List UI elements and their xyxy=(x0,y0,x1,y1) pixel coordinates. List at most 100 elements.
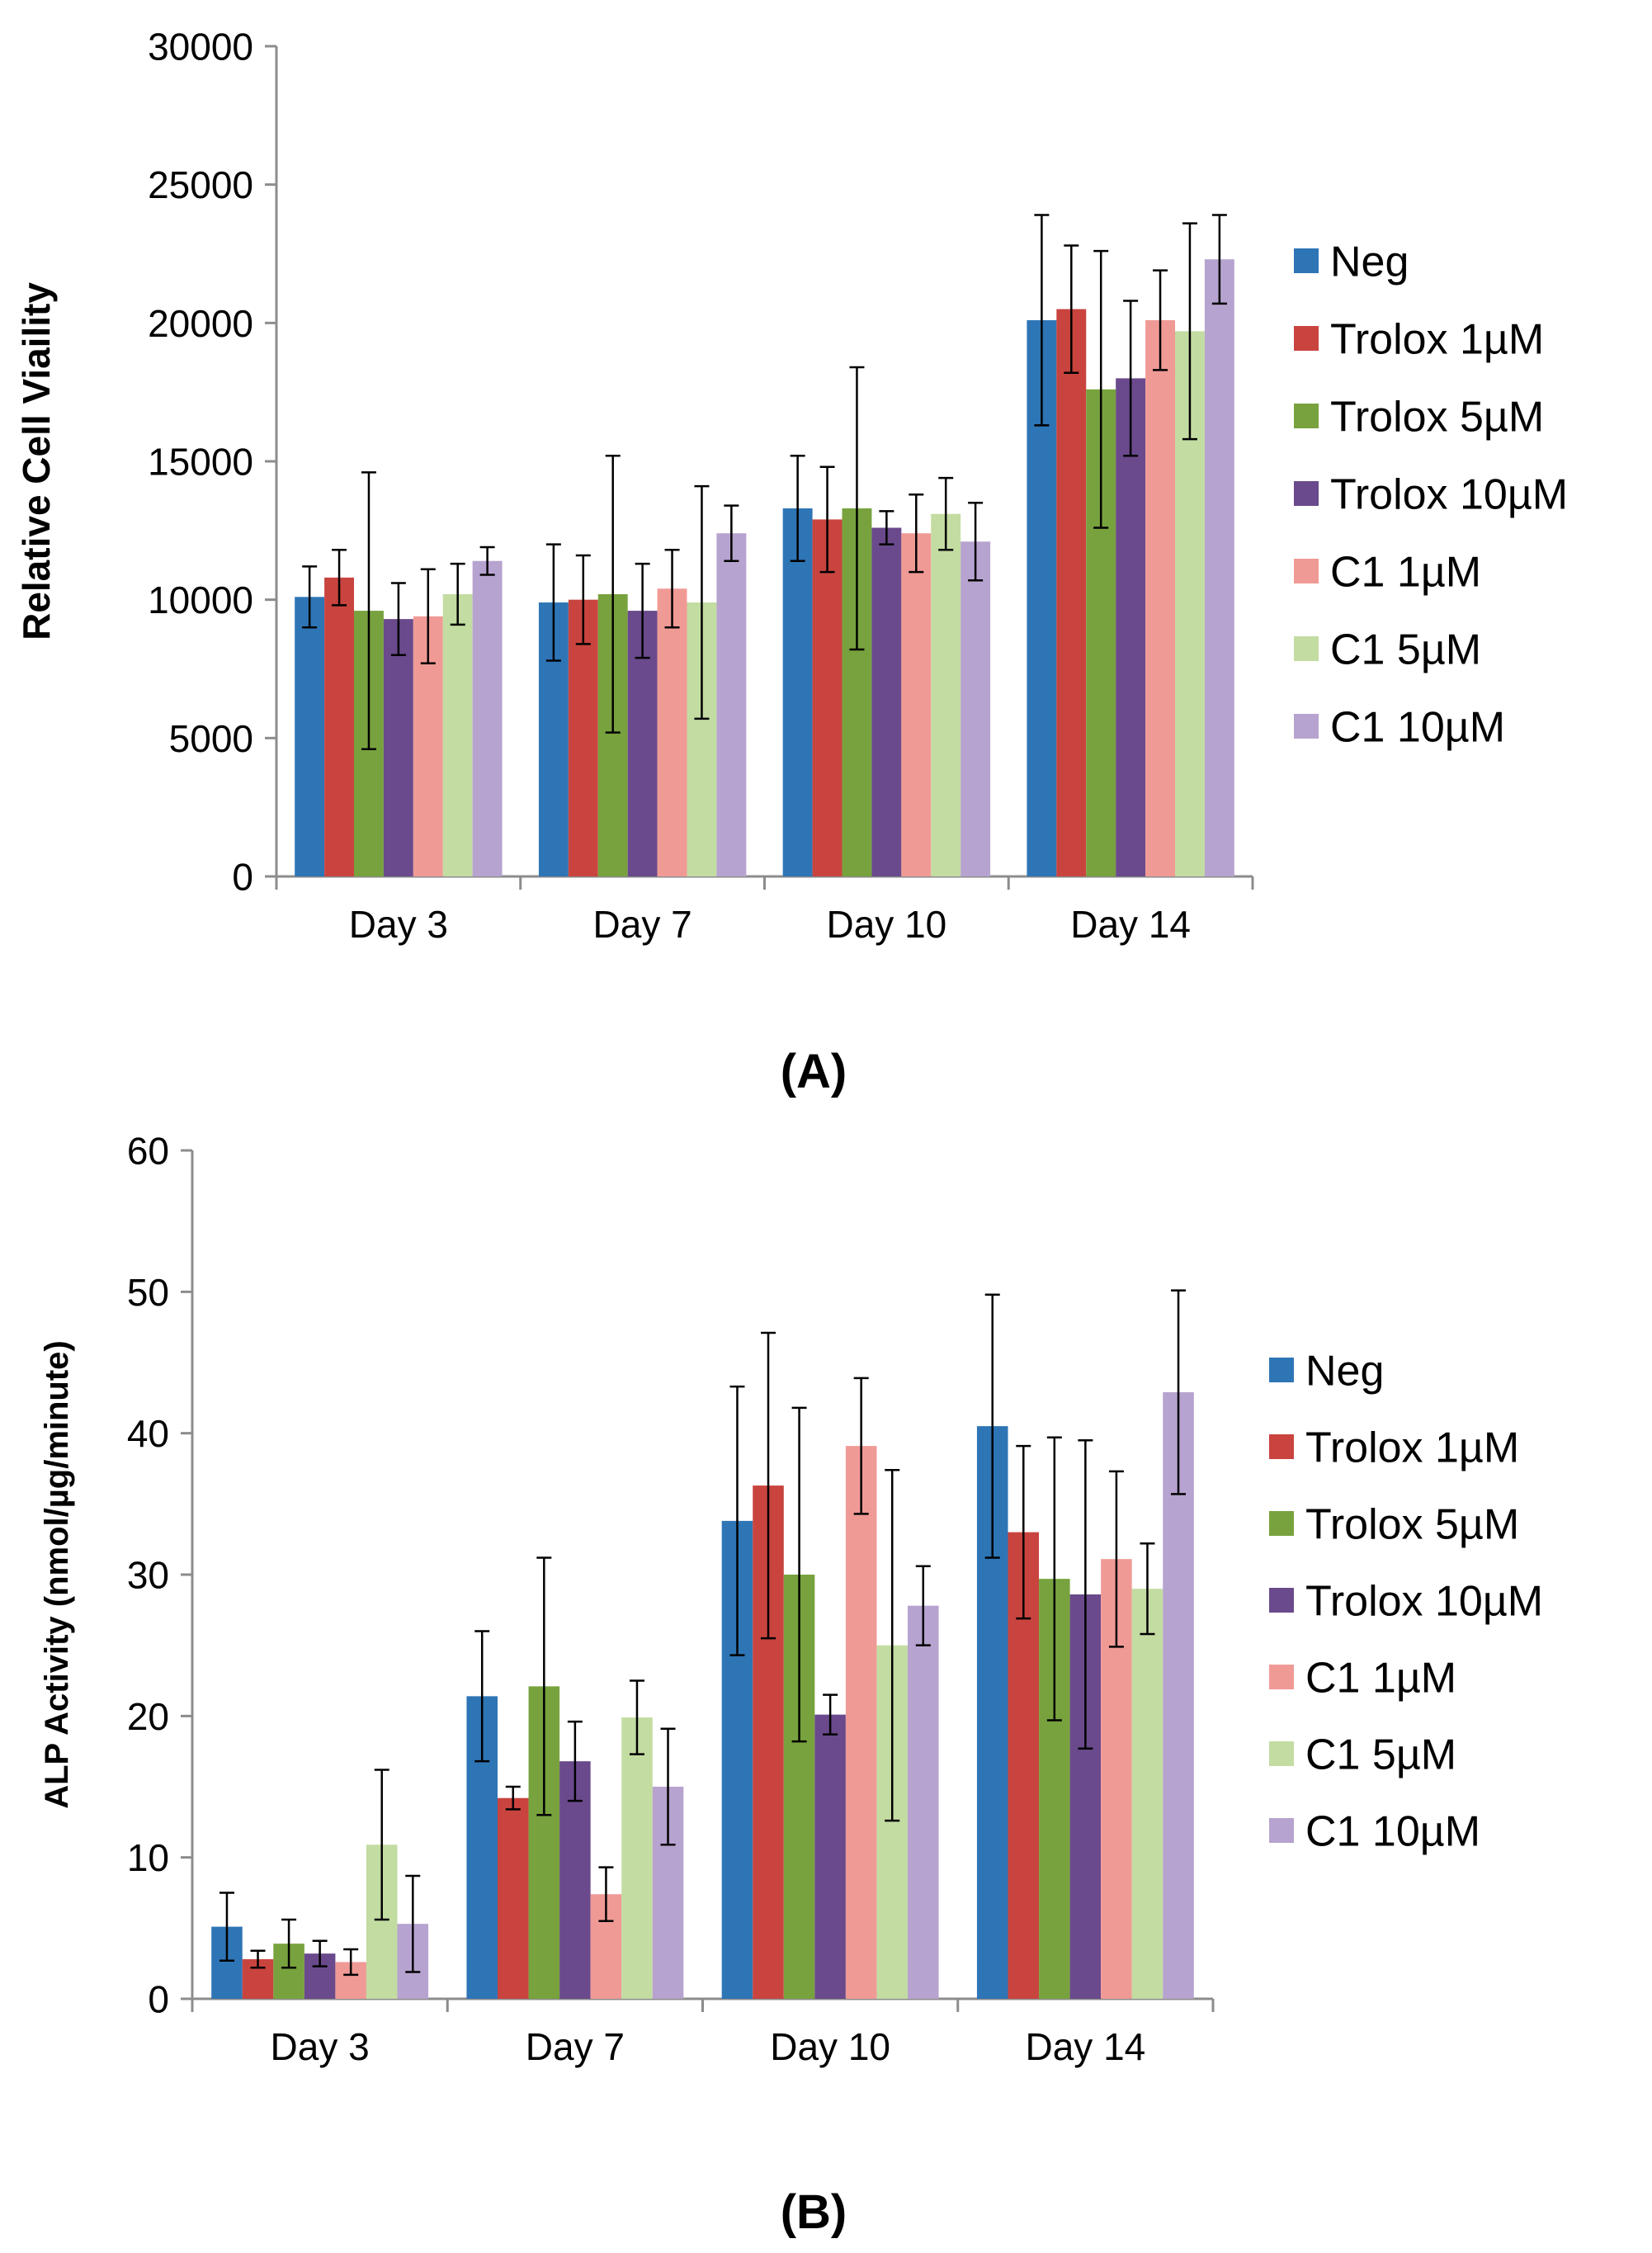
chart-a-bar-trolox-1um-day-3 xyxy=(324,577,355,876)
chart-b-error-bar-neg-day-10 xyxy=(729,1385,745,1656)
chart-a-legend-swatch-c1-10um xyxy=(1294,714,1319,739)
chart-a-bar-c1-1um-day-10 xyxy=(901,533,932,876)
chart-b-legend-label-trolox-5um: Trolox 5µM xyxy=(1305,1501,1519,1549)
chart-a-bar-trolox-1um-day-7 xyxy=(568,599,598,876)
chart-a-legend-swatch-trolox-1um xyxy=(1294,326,1319,351)
chart-a-bar-c1-5um-day-3 xyxy=(442,593,473,876)
chart-b-category-label: Day 10 xyxy=(770,2025,890,2068)
chart-b-error-bar-trolox-1um-day-7 xyxy=(505,1785,521,1811)
chart-a-y-tick-label: 25000 xyxy=(148,163,253,206)
chart-b-error-bar-trolox-5um-day-3 xyxy=(281,1918,297,1969)
chart-b-error-bar-c1-1um-day-3 xyxy=(343,1948,359,1977)
chart-a-legend-label-c1-1um: C1 1µM xyxy=(1330,549,1481,597)
chart-a-error-bar-trolox-5um-day-3 xyxy=(361,471,376,750)
chart-a-error-bar-c1-5um-day-14 xyxy=(1182,222,1197,441)
chart-a-category-label: Day 3 xyxy=(349,903,448,946)
chart-b-error-bar-c1-10um-day-14 xyxy=(1171,1289,1187,1495)
chart-a-bar-c1-10um-day-7 xyxy=(716,533,747,876)
chart-b-category-label: Day 3 xyxy=(271,2025,370,2068)
chart-a-legend-swatch-trolox-10um xyxy=(1294,481,1319,506)
chart-a-legend-label-trolox-5um: Trolox 5µM xyxy=(1330,394,1544,442)
chart-b-y-axis-title: ALP Activity (nmol/µg/minute) xyxy=(39,1340,75,1809)
chart-a-y-tick-label: 5000 xyxy=(169,717,253,760)
chart-b-y-tick-label: 60 xyxy=(127,1130,169,1173)
chart-a-error-bar-trolox-1um-day-3 xyxy=(332,549,347,607)
chart-a-legend-label-neg: Neg xyxy=(1330,239,1409,286)
chart-a-bar-c1-1um-day-14 xyxy=(1145,319,1175,877)
chart-b-y-tick-label: 30 xyxy=(127,1554,169,1597)
chart-b-error-bar-trolox-5um-day-7 xyxy=(536,1556,552,1816)
chart-b-error-bar-trolox-10um-day-3 xyxy=(312,1939,328,1967)
chart-b-error-bar-c1-1um-day-10 xyxy=(853,1377,869,1515)
chart-a-error-bar-trolox-10um-day-3 xyxy=(390,582,406,656)
chart-a-bar-c1-10um-day-3 xyxy=(472,560,503,876)
chart-b-error-bar-c1-10um-day-7 xyxy=(660,1727,676,1846)
chart-b-category-label: Day 7 xyxy=(526,2025,625,2068)
chart-b-legend-label-c1-10um: C1 10µM xyxy=(1305,1808,1480,1856)
chart-a-category-label: Day 10 xyxy=(827,903,947,946)
chart-a-legend-swatch-neg xyxy=(1294,248,1319,273)
chart-a-category-label: Day 7 xyxy=(593,903,692,946)
chart-a-bar-trolox-10um-day-3 xyxy=(383,619,413,876)
chart-a-error-bar-c1-10um-day-10 xyxy=(968,502,984,582)
chart-b-error-bar-trolox-5um-day-10 xyxy=(791,1406,807,1743)
chart-b-category-label: Day 14 xyxy=(1026,2025,1146,2068)
chart-a-y-tick-label: 10000 xyxy=(148,579,253,621)
chart-a-bar-c1-10um-day-10 xyxy=(961,541,991,876)
chart-b-error-bar-c1-5um-day-10 xyxy=(885,1468,900,1822)
chart-a-viability: 0 5000 10000 15000 20000 25000 30000 Day 3 Day 7… xyxy=(15,26,1568,946)
chart-b-error-bar-trolox-10um-day-14 xyxy=(1078,1438,1093,1750)
chart-a-legend-label-c1-10um: C1 10µM xyxy=(1330,704,1505,752)
chart-b-bar-c1-5um-day-14 xyxy=(1131,1589,1163,1999)
chart-b-legend-swatch-trolox-5um xyxy=(1269,1511,1294,1536)
chart-a-legend-swatch-c1-5um xyxy=(1294,636,1319,661)
chart-a-error-bar-c1-5um-day-10 xyxy=(938,476,954,551)
chart-a-error-bar-trolox-5um-day-14 xyxy=(1093,249,1109,529)
chart-b-bar-trolox-1um-day-7 xyxy=(497,1797,529,1999)
chart-a-bar-c1-1um-day-7 xyxy=(657,588,687,876)
chart-b-error-bar-trolox-1um-day-10 xyxy=(761,1331,776,1640)
chart-b-legend-label-trolox-10um: Trolox 10µM xyxy=(1305,1578,1543,1626)
chart-a-legend-swatch-trolox-5um xyxy=(1294,404,1319,428)
chart-b-legend-swatch-c1-1um xyxy=(1269,1665,1294,1689)
chart-a-error-bar-c1-1um-day-14 xyxy=(1153,269,1168,371)
chart-b-bar-c1-5um-day-7 xyxy=(621,1717,653,1999)
chart-a-error-bar-neg-day-10 xyxy=(790,455,805,562)
chart-b-error-bar-trolox-10um-day-10 xyxy=(823,1693,838,1736)
chart-a-error-bar-c1-1um-day-10 xyxy=(909,493,924,574)
chart-b-error-bar-c1-1um-day-14 xyxy=(1108,1470,1124,1648)
chart-a-error-bar-c1-5um-day-7 xyxy=(694,484,710,720)
chart-a-bar-trolox-10um-day-10 xyxy=(871,527,902,876)
chart-a-error-bar-neg-day-14 xyxy=(1034,214,1050,427)
chart-a-y-tick-label: 20000 xyxy=(148,302,253,345)
chart-a-bar-trolox-10um-day-14 xyxy=(1116,378,1146,876)
chart-b-y-tick-label: 50 xyxy=(127,1271,169,1314)
chart-a-error-bar-c1-10um-day-3 xyxy=(479,546,495,576)
chart-b-legend-label-c1-1um: C1 1µM xyxy=(1305,1655,1456,1703)
chart-b-legend-label-trolox-1um: Trolox 1µM xyxy=(1305,1424,1519,1472)
chart-a-error-bar-trolox-5um-day-10 xyxy=(849,366,865,651)
chart-b-y-tick-label: 20 xyxy=(127,1695,169,1738)
chart-b-error-bar-neg-day-7 xyxy=(474,1630,490,1763)
chart-b-legend-swatch-trolox-1um xyxy=(1269,1434,1294,1459)
chart-a-bar-neg-day-3 xyxy=(295,597,325,876)
chart-a-error-bar-trolox-1um-day-7 xyxy=(575,554,591,645)
chart-a-bar-trolox-1um-day-10 xyxy=(812,519,843,876)
chart-a-error-bar-neg-day-3 xyxy=(302,565,318,629)
chart-a-legend-label-trolox-1um: Trolox 1µM xyxy=(1330,316,1544,364)
chart-b-bar-c1-1um-day-10 xyxy=(845,1446,877,1999)
chart-b-legend-swatch-c1-10um xyxy=(1269,1818,1294,1843)
chart-a-error-bar-trolox-1um-day-14 xyxy=(1064,244,1079,374)
chart-b-error-bar-trolox-1um-day-14 xyxy=(1016,1444,1031,1620)
chart-b-y-tick-label: 40 xyxy=(127,1412,169,1455)
chart-a-error-bar-trolox-10um-day-14 xyxy=(1123,300,1139,457)
chart-b-legend-swatch-c1-5um xyxy=(1269,1741,1294,1766)
chart-a-y-tick-label: 15000 xyxy=(148,441,253,484)
chart-b-bar-trolox-10um-day-10 xyxy=(814,1714,846,1999)
chart-b-y-tick-label: 10 xyxy=(127,1836,169,1879)
chart-a-legend-swatch-c1-1um xyxy=(1294,559,1319,583)
chart-b-error-bar-trolox-1um-day-3 xyxy=(250,1949,266,1969)
chart-b-error-bar-c1-1um-day-7 xyxy=(598,1866,614,1923)
chart-a-error-bar-neg-day-7 xyxy=(545,543,561,662)
